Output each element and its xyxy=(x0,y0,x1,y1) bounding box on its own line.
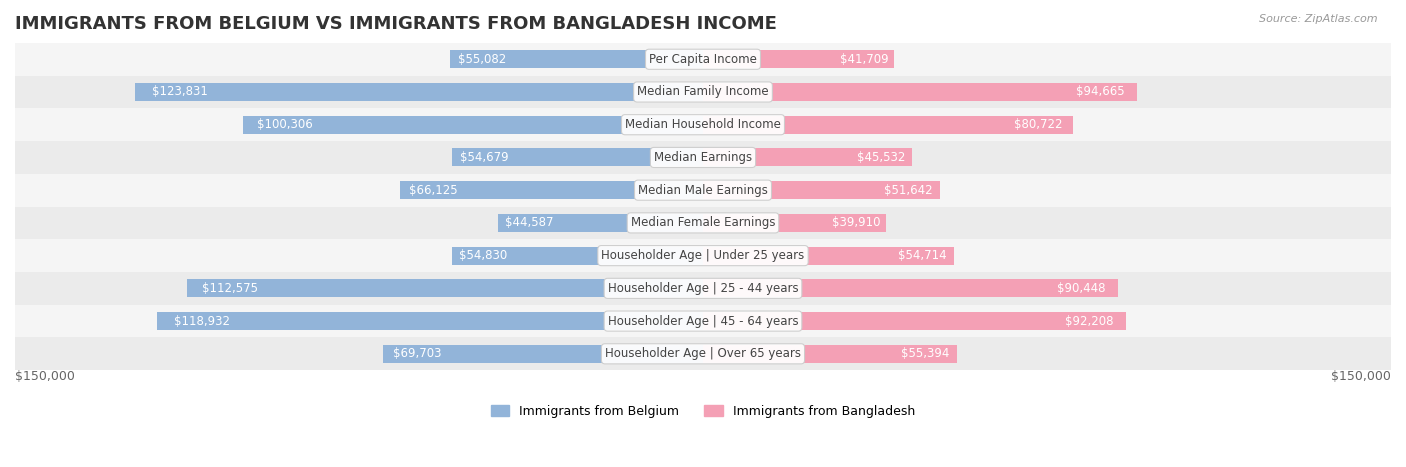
Text: $54,714: $54,714 xyxy=(898,249,946,262)
Text: $90,448: $90,448 xyxy=(1057,282,1105,295)
Bar xyxy=(15,272,1391,304)
Text: $94,665: $94,665 xyxy=(1076,85,1125,99)
Bar xyxy=(399,181,703,199)
Text: $150,000: $150,000 xyxy=(15,370,75,383)
Text: $54,679: $54,679 xyxy=(460,151,509,164)
Bar xyxy=(135,83,703,101)
Bar xyxy=(157,312,703,330)
Bar xyxy=(15,108,1391,141)
Bar xyxy=(15,76,1391,108)
Bar xyxy=(15,43,1391,76)
Text: Median Male Earnings: Median Male Earnings xyxy=(638,184,768,197)
Text: Householder Age | 45 - 64 years: Householder Age | 45 - 64 years xyxy=(607,315,799,327)
Legend: Immigrants from Belgium, Immigrants from Bangladesh: Immigrants from Belgium, Immigrants from… xyxy=(485,400,921,423)
Text: $44,587: $44,587 xyxy=(505,216,553,229)
Text: $80,722: $80,722 xyxy=(1014,118,1062,131)
Bar xyxy=(703,214,886,232)
Bar xyxy=(15,206,1391,239)
Text: $55,394: $55,394 xyxy=(901,347,949,361)
Text: Median Female Earnings: Median Female Earnings xyxy=(631,216,775,229)
Bar xyxy=(703,279,1118,297)
Text: $118,932: $118,932 xyxy=(174,315,229,327)
Text: $100,306: $100,306 xyxy=(257,118,312,131)
Text: Median Household Income: Median Household Income xyxy=(626,118,780,131)
Bar xyxy=(15,239,1391,272)
Bar xyxy=(703,181,939,199)
Text: Median Family Income: Median Family Income xyxy=(637,85,769,99)
Bar xyxy=(703,50,894,68)
Text: $150,000: $150,000 xyxy=(1331,370,1391,383)
Bar xyxy=(243,116,703,134)
Bar xyxy=(450,50,703,68)
Text: IMMIGRANTS FROM BELGIUM VS IMMIGRANTS FROM BANGLADESH INCOME: IMMIGRANTS FROM BELGIUM VS IMMIGRANTS FR… xyxy=(15,15,778,33)
Text: $51,642: $51,642 xyxy=(884,184,932,197)
Bar xyxy=(703,312,1126,330)
Bar xyxy=(15,174,1391,206)
Text: $45,532: $45,532 xyxy=(858,151,905,164)
Text: Per Capita Income: Per Capita Income xyxy=(650,53,756,66)
Bar xyxy=(15,141,1391,174)
Text: Source: ZipAtlas.com: Source: ZipAtlas.com xyxy=(1260,14,1378,24)
Text: $66,125: $66,125 xyxy=(409,184,457,197)
Text: $39,910: $39,910 xyxy=(832,216,880,229)
Bar xyxy=(703,116,1073,134)
Text: $41,709: $41,709 xyxy=(839,53,889,66)
Bar xyxy=(384,345,703,363)
Text: $123,831: $123,831 xyxy=(152,85,208,99)
Text: Householder Age | 25 - 44 years: Householder Age | 25 - 44 years xyxy=(607,282,799,295)
Text: Householder Age | Over 65 years: Householder Age | Over 65 years xyxy=(605,347,801,361)
Bar xyxy=(451,247,703,265)
Bar xyxy=(15,338,1391,370)
Bar xyxy=(703,149,912,166)
Text: $54,830: $54,830 xyxy=(458,249,508,262)
Bar xyxy=(703,83,1137,101)
Text: Median Earnings: Median Earnings xyxy=(654,151,752,164)
Bar xyxy=(187,279,703,297)
Bar xyxy=(703,247,953,265)
Text: $92,208: $92,208 xyxy=(1064,315,1114,327)
Text: $69,703: $69,703 xyxy=(392,347,441,361)
Bar xyxy=(453,149,703,166)
Text: Householder Age | Under 25 years: Householder Age | Under 25 years xyxy=(602,249,804,262)
Bar xyxy=(703,345,957,363)
Bar xyxy=(15,304,1391,338)
Bar xyxy=(499,214,703,232)
Text: $55,082: $55,082 xyxy=(458,53,506,66)
Text: $112,575: $112,575 xyxy=(202,282,259,295)
